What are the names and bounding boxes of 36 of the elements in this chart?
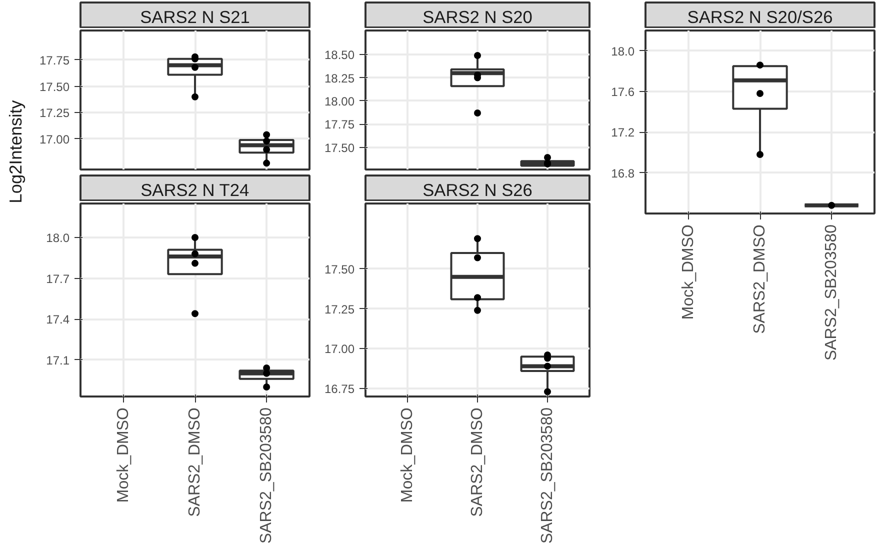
y-tick-label: 17.50 (324, 262, 355, 276)
x-tick-label: SARS2_DMSO (186, 407, 204, 517)
y-tick-label: 17.25 (39, 106, 70, 120)
y-tick-label: 16.75 (324, 382, 355, 396)
y-tick-label: 18.25 (324, 71, 355, 86)
y-tick-label: 17.6 (611, 85, 635, 99)
y-tick-label: 17.25 (324, 302, 355, 316)
y-tick-label: 17.7 (46, 272, 70, 286)
y-tick-label: 18.00 (324, 94, 355, 108)
y-tick-label: 17.75 (39, 53, 70, 68)
x-tick-label: SARS2_SB203580 (823, 224, 840, 361)
x-tick-label: Mock_DMSO (114, 408, 132, 503)
y-tick-label: 17.2 (611, 126, 635, 140)
x-tick-label: Mock_DMSO (399, 408, 416, 503)
x-tick-label: SARS2_DMSO (752, 224, 768, 334)
y-axis-title: Log2Intensity (6, 100, 26, 204)
y-tick-label: 16.8 (611, 166, 635, 180)
chart-title: SARS2 N T24 (140, 180, 250, 200)
x-tick-label: SARS2_SB203580 (258, 407, 276, 544)
y-tick-label: 17.75 (324, 118, 355, 132)
y-tick-label: 17.50 (39, 80, 70, 94)
y-tick-label: 18.0 (611, 44, 635, 58)
chart-title: SARS2 N S26 (422, 180, 532, 200)
chart-title: SARS2 N S20/S26 (687, 6, 833, 27)
chart-title: SARS2 N S21 (140, 6, 250, 27)
y-tick-label: 17.00 (324, 342, 355, 356)
y-tick-label: 18.0 (46, 230, 70, 245)
y-tick-label: 17.50 (324, 140, 355, 155)
y-tick-label: 17.4 (46, 312, 70, 327)
y-tick-label: 17.00 (39, 132, 70, 146)
y-tick-label: 17.1 (46, 353, 70, 368)
y-tick-label: 18.50 (324, 48, 355, 62)
chart-title: SARS2 N S20 (422, 6, 532, 27)
x-tick-label: SARS2_DMSO (469, 407, 486, 517)
x-tick-label: SARS2_SB203580 (539, 407, 556, 544)
x-tick-label: Mock_DMSO (680, 224, 697, 320)
